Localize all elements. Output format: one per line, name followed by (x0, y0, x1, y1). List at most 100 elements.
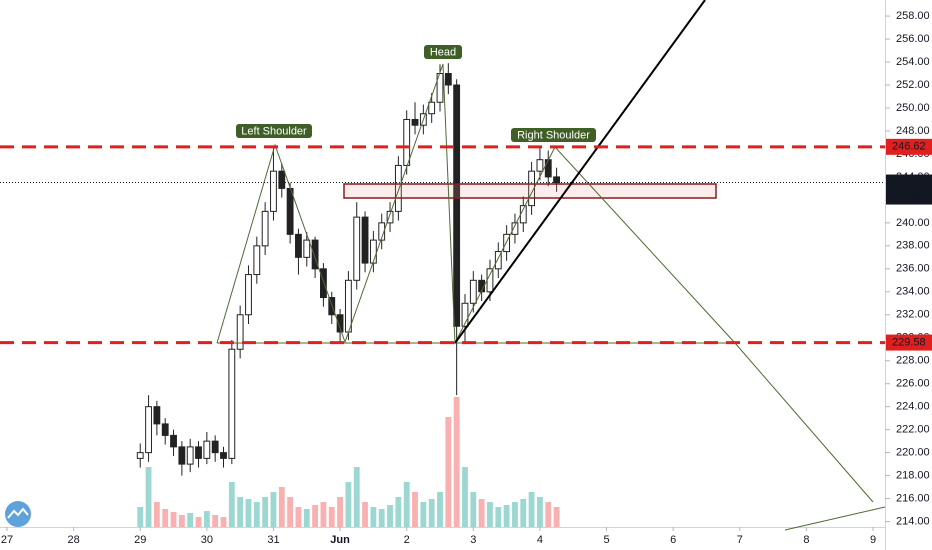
volume-bar (170, 512, 177, 527)
candle-body (245, 274, 252, 316)
candle-body (145, 406, 152, 454)
volume-bar (345, 482, 352, 527)
candle-body (303, 239, 311, 258)
y-tick-label: 224.00 (896, 401, 930, 413)
candle-body (170, 434, 177, 448)
y-tick-label: 258.00 (896, 10, 930, 22)
volume-bar (303, 509, 310, 527)
candle-body (378, 222, 386, 241)
volume-bar (220, 517, 227, 527)
volume-bar (270, 492, 277, 527)
x-tick-label: 4 (537, 534, 543, 546)
y-tick-label: 228.00 (896, 355, 930, 367)
volume-bar (228, 482, 235, 527)
y-tick-label: 226.00 (896, 378, 930, 390)
volume-bar (278, 487, 285, 527)
x-tick-label: 8 (803, 534, 809, 546)
y-tick-label: 254.00 (896, 56, 930, 68)
volume-bar (337, 497, 343, 527)
trend-line (784, 506, 886, 531)
x-tick-label: Jun (330, 534, 350, 546)
volume-bar (520, 499, 527, 527)
candle-body (386, 210, 394, 224)
volume-bar (362, 502, 368, 527)
y-tick-label: 220.00 (896, 447, 930, 459)
volume-bar (503, 505, 510, 527)
volume-bar (537, 497, 543, 527)
volume-bar (403, 482, 410, 527)
y-tick-label: 216.00 (896, 492, 930, 504)
x-tick-label: 30 (201, 534, 213, 546)
candle-body (153, 406, 161, 425)
candle-body (270, 170, 277, 212)
volume-bar (253, 502, 260, 527)
volume-bar (153, 502, 160, 527)
candle-body (286, 187, 294, 235)
volume-bar (312, 505, 319, 527)
y-tick-label: 222.00 (896, 424, 930, 436)
x-tick-label: 28 (67, 534, 79, 546)
volume-bar (462, 467, 468, 527)
volume-bar (212, 515, 219, 527)
y-tick-label: 232.00 (896, 309, 930, 321)
volume-bar (387, 505, 393, 527)
last-price-label: 243.51 (892, 176, 926, 188)
volume-bar (428, 499, 435, 527)
annotations: Left Shoulder Head Right Shoulder (236, 45, 596, 142)
volume-bar (320, 502, 327, 527)
volume-bar (245, 499, 252, 527)
annotation: Head (430, 46, 456, 58)
volume-bar (137, 507, 144, 527)
volume-bar (553, 507, 560, 527)
volume-bar (512, 502, 518, 527)
volume-bar (237, 497, 244, 527)
level-label-box (886, 138, 932, 155)
x-tick-label: 6 (670, 534, 676, 546)
volume-bar (487, 502, 493, 527)
candle-body (428, 101, 436, 115)
candle-body (236, 314, 244, 350)
volume-bar (378, 509, 385, 527)
y-tick-label: 238.00 (896, 240, 930, 252)
volume-bar (187, 513, 194, 527)
candle-body (253, 245, 261, 276)
logo-mark (7, 507, 29, 519)
annotation: Right Shoulder (517, 129, 590, 141)
x-tick-label: 31 (267, 534, 279, 546)
volume-bar (203, 511, 210, 527)
volume-layer (137, 397, 560, 527)
y-tick-label: 252.00 (896, 79, 930, 91)
candle-body (261, 210, 269, 247)
volume-bar (478, 499, 485, 527)
candle-body (444, 73, 452, 86)
label-box (236, 124, 312, 138)
candle-body (503, 233, 511, 253)
candle-body (369, 239, 377, 264)
x-tick-label: 29 (134, 534, 146, 546)
target-line (734, 342, 874, 503)
candle-body (136, 452, 144, 459)
candle-body (394, 164, 402, 212)
candle-body (469, 279, 477, 304)
y-tick-label: 234.00 (896, 286, 930, 298)
candle-body (228, 348, 236, 459)
candle-body (178, 446, 186, 465)
candle-body (161, 423, 169, 436)
candle-body (353, 216, 361, 281)
volume-bar (370, 507, 377, 527)
volume-bar (328, 507, 335, 527)
volume-bar (437, 492, 443, 527)
trend-line (454, 0, 706, 344)
volume-bar (545, 502, 552, 527)
candle-body (411, 118, 419, 126)
candle-body (453, 84, 461, 327)
y-tick-label: 248.00 (896, 125, 930, 137)
zone (343, 183, 717, 199)
candle-body (461, 302, 469, 327)
x-tick-label: 5 (603, 534, 609, 546)
x-tick-label: 3 (470, 534, 476, 546)
level-label: 246.62 (892, 141, 926, 153)
volume-bar (295, 507, 302, 527)
